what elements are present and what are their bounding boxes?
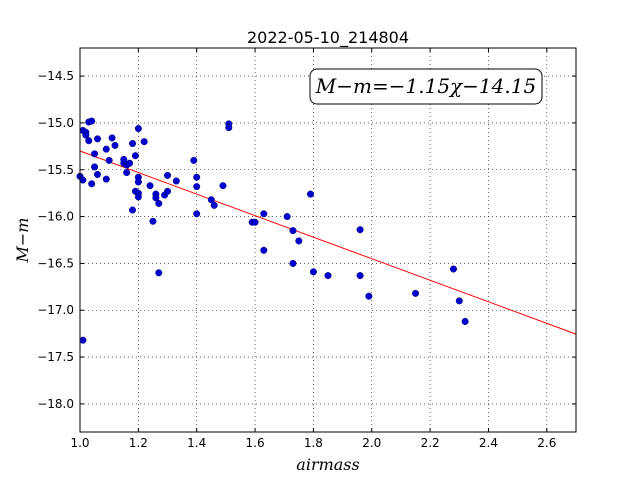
data-point [193, 173, 201, 181]
data-point [140, 138, 148, 146]
data-point [289, 227, 297, 235]
data-point [152, 194, 160, 202]
data-point [155, 199, 163, 207]
data-point [94, 135, 102, 143]
fit-line-layer [79, 150, 577, 335]
data-point [94, 170, 102, 178]
y-tick-label: −16.5 [37, 256, 74, 270]
y-tick-label: −15.5 [37, 163, 74, 177]
chart-title: 2022-05-10_214804 [247, 28, 409, 48]
data-point [129, 206, 137, 214]
x-tick-label: 1.6 [246, 436, 265, 450]
y-tick-label: −17.0 [37, 303, 74, 317]
data-point [134, 178, 142, 186]
data-point [193, 183, 201, 191]
data-point [129, 140, 137, 148]
data-point [123, 169, 131, 177]
x-tick-label: 2.4 [479, 436, 498, 450]
data-point [412, 289, 420, 297]
y-tick-label: −18.0 [37, 397, 74, 411]
data-point [108, 134, 116, 142]
data-point [324, 272, 332, 280]
y-tick-label: −14.5 [37, 69, 74, 83]
data-point [190, 156, 198, 164]
data-point [149, 217, 157, 225]
data-point [449, 265, 457, 273]
plot-area [80, 48, 576, 432]
data-point [146, 182, 154, 190]
data-point [295, 237, 303, 245]
data-point [131, 152, 139, 160]
data-point [260, 210, 268, 218]
data-point [85, 137, 93, 145]
data-point [111, 141, 119, 149]
data-point [91, 163, 99, 171]
x-tick-label: 1.8 [304, 436, 323, 450]
y-tick-label: −16.0 [37, 210, 74, 224]
data-point [134, 193, 142, 201]
data-point [102, 145, 110, 153]
data-point [289, 259, 297, 267]
data-point [455, 297, 463, 305]
x-tick-label: 2.6 [537, 436, 556, 450]
axis-ticks: 1.0 1.2 1.4 1.6 1.8 2.0 2.2 2.4 2.6 −14.5 −15.0 −15… [37, 48, 576, 450]
fit-line [79, 150, 577, 335]
data-point [88, 180, 96, 188]
data-point [207, 196, 215, 204]
data-point [210, 201, 218, 209]
data-point [82, 131, 90, 139]
y-axis-label: M−m [13, 218, 32, 264]
y-tick-label: −17.5 [37, 350, 74, 364]
data-point [120, 155, 128, 163]
x-tick-label: 1.2 [129, 436, 148, 450]
data-point [88, 117, 96, 125]
data-point [219, 182, 227, 190]
y-tick-label: −15.0 [37, 116, 74, 130]
data-point [251, 218, 259, 226]
data-point [193, 210, 201, 218]
data-point [79, 176, 87, 184]
fit-equation-text: M−m=−1.15χ−14.15 [315, 74, 536, 98]
data-point [164, 171, 172, 179]
plot-frame [79, 47, 577, 433]
data-point [225, 124, 233, 132]
data-point [172, 177, 180, 185]
data-point [91, 150, 99, 158]
data-point [126, 159, 134, 167]
data-point [155, 269, 163, 277]
data-point [309, 268, 317, 276]
data-point [102, 175, 110, 183]
data-point [365, 292, 373, 300]
data-point [79, 336, 87, 344]
data-point [306, 190, 314, 198]
x-tick-label: 2.0 [362, 436, 381, 450]
x-tick-label: 2.2 [421, 436, 440, 450]
fit-equation-frame [309, 68, 543, 105]
fit-equation-box: M−m=−1.15χ−14.15 [309, 68, 543, 105]
data-point [164, 187, 172, 195]
data-point [260, 246, 268, 254]
x-tick-label: 1.0 [70, 436, 89, 450]
data-point [283, 213, 291, 221]
data-point [134, 125, 142, 133]
data-point [105, 156, 113, 164]
x-tick-label: 1.4 [187, 436, 206, 450]
data-point [356, 226, 364, 234]
data-points [76, 117, 469, 344]
data-point [461, 317, 469, 325]
x-axis-label: airmass [296, 455, 359, 474]
data-point [356, 272, 364, 280]
